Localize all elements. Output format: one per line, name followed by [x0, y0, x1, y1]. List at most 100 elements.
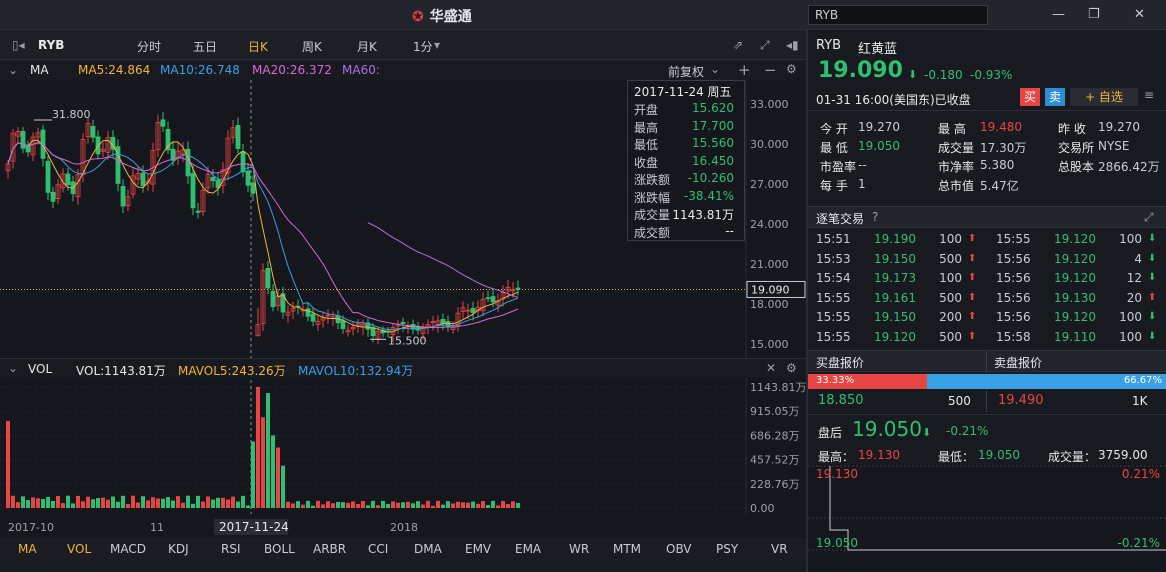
- tab-indicator-dma[interactable]: DMA: [414, 542, 442, 556]
- volume-bar: [161, 498, 165, 508]
- tab-daily-k[interactable]: 日K: [248, 40, 268, 54]
- tab-indicator-rsi[interactable]: RSI: [221, 542, 241, 556]
- volume-bar: [326, 501, 330, 508]
- tab-five-day[interactable]: 五日: [193, 40, 218, 54]
- candle-body: [220, 169, 226, 186]
- divider: [808, 110, 1166, 111]
- volume-bar: [81, 501, 85, 508]
- tab-indicator-arbr[interactable]: ARBR: [313, 542, 347, 556]
- panel-divider[interactable]: [806, 30, 808, 572]
- crosshair-date: 2017-11-24: [219, 520, 289, 534]
- crosshair-date-box: [214, 519, 288, 535]
- tooltip-label: 成交额: [634, 225, 671, 240]
- share-icon[interactable]: ⇗: [733, 38, 744, 52]
- candle-body: [340, 320, 346, 329]
- tab-indicator-vol[interactable]: VOL: [67, 542, 92, 556]
- tab-indicator-vr[interactable]: VR: [771, 542, 788, 556]
- volume-bar: [136, 502, 140, 508]
- sell-button[interactable]: 卖: [1045, 88, 1065, 106]
- vol-tick: 686.28万: [750, 429, 800, 442]
- help-icon[interactable]: ?: [872, 210, 879, 224]
- candle-body: [20, 130, 26, 149]
- price-tick: 24.000: [750, 218, 789, 231]
- candle-body: [50, 191, 56, 202]
- stat-value: 19.050: [858, 139, 900, 153]
- tab-indicator-boll[interactable]: BOLL: [264, 542, 295, 556]
- trade-cell: 19.161: [874, 290, 916, 305]
- afterhours-chart[interactable]: 19.130 0.21% 19.050 -0.21%: [808, 464, 1166, 572]
- tab-indicator-ma[interactable]: MA: [18, 542, 37, 556]
- settings-gear-icon[interactable]: ⚙: [786, 361, 797, 375]
- ah-bottom-price: 19.050: [816, 536, 858, 550]
- trade-cell: 100: [1119, 310, 1142, 324]
- volume-bar: [31, 497, 35, 508]
- candle-body: [25, 144, 31, 153]
- add-watchlist-button[interactable]: + 自选: [1070, 88, 1138, 106]
- volume-bar: [476, 503, 480, 508]
- tab-indicator-obv[interactable]: OBV: [666, 542, 692, 556]
- collapse-icon[interactable]: ◂▮: [786, 38, 799, 52]
- tab-indicator-kdj[interactable]: KDJ: [168, 542, 189, 556]
- tab-minute[interactable]: 1分: [413, 40, 433, 54]
- tab-indicator-psy[interactable]: PSY: [716, 542, 739, 556]
- ma10-line: [7, 142, 519, 330]
- close-icon[interactable]: ✕: [766, 361, 777, 375]
- close-icon[interactable]: ✕: [1134, 7, 1145, 22]
- vol-tick: 457.52万: [750, 454, 800, 467]
- volume-bar: [121, 495, 125, 508]
- tab-indicator-cci[interactable]: CCI: [368, 542, 389, 556]
- ratio-bar: 33.33% 66.67%: [808, 374, 1166, 389]
- trade-cell: 100: [1119, 329, 1142, 344]
- tab-indicator-ema[interactable]: EMA: [515, 542, 542, 556]
- stat-label: 昨 收: [1058, 122, 1086, 136]
- volume-bar: [151, 497, 155, 508]
- adjust-select[interactable]: 前复权: [668, 65, 705, 79]
- menu-icon[interactable]: ≡: [1144, 88, 1155, 102]
- buy-button[interactable]: 买: [1020, 88, 1040, 106]
- trade-cell: 100: [1119, 232, 1142, 246]
- ma20-value: MA20:26.372: [252, 63, 332, 77]
- expand-icon[interactable]: ⤢: [1144, 210, 1154, 224]
- volume-bar: [506, 504, 510, 508]
- minimize-icon[interactable]: —: [1052, 7, 1065, 22]
- panel-toggle-icon[interactable]: ▯◂: [12, 38, 25, 52]
- volume-bar: [56, 495, 60, 508]
- tab-indicator-macd[interactable]: MACD: [110, 542, 146, 556]
- tab-indicator-wr[interactable]: WR: [569, 542, 590, 556]
- stat-value: 17.30万: [980, 141, 1027, 155]
- tab-monthly-k[interactable]: 月K: [357, 40, 377, 54]
- tooltip-label: 开盘: [634, 103, 659, 117]
- chevron-down-icon[interactable]: ▾: [434, 38, 441, 52]
- minus-icon[interactable]: −: [764, 61, 777, 79]
- settings-gear-icon[interactable]: ⚙: [786, 62, 797, 76]
- tooltip-date: 2017-11-24 周五: [634, 85, 732, 99]
- volume-bar: [226, 499, 230, 508]
- tab-indicator-mtm[interactable]: MTM: [613, 542, 642, 556]
- volume-bar: [186, 495, 190, 508]
- volume-bar: [386, 503, 390, 508]
- down-arrow-icon: ⬇: [908, 68, 918, 81]
- chevron-down-icon[interactable]: ⌄: [710, 62, 721, 76]
- volume-bar: [501, 500, 505, 508]
- fullscreen-icon[interactable]: ⤢: [760, 38, 770, 52]
- up-arrow-icon: ⬆: [968, 233, 977, 244]
- volume-bar: [106, 499, 110, 508]
- expand-icon[interactable]: ⌄: [8, 63, 19, 77]
- volume-bar: [426, 500, 430, 508]
- search-input[interactable]: RYB: [808, 5, 988, 25]
- restore-icon[interactable]: ❐: [1088, 7, 1100, 22]
- tooltip-label: 收盘: [634, 155, 659, 170]
- tab-intraday[interactable]: 分时: [137, 40, 162, 54]
- expand-icon[interactable]: ⌄: [8, 361, 19, 375]
- tab-indicator-emv[interactable]: EMV: [465, 542, 492, 556]
- afterhours-vol: 3759.00: [1098, 448, 1148, 462]
- tab-weekly-k[interactable]: 周K: [302, 40, 322, 54]
- ah-top-pct: 0.21%: [1122, 467, 1160, 481]
- volume-bar: [336, 501, 340, 508]
- add-icon[interactable]: +: [738, 61, 751, 79]
- volume-bar: [191, 503, 195, 508]
- tooltip-value: 17.700: [692, 118, 734, 133]
- afterhours-high: 19.130: [858, 448, 900, 462]
- candle-body: [370, 326, 376, 337]
- stat-value: 1: [858, 177, 866, 191]
